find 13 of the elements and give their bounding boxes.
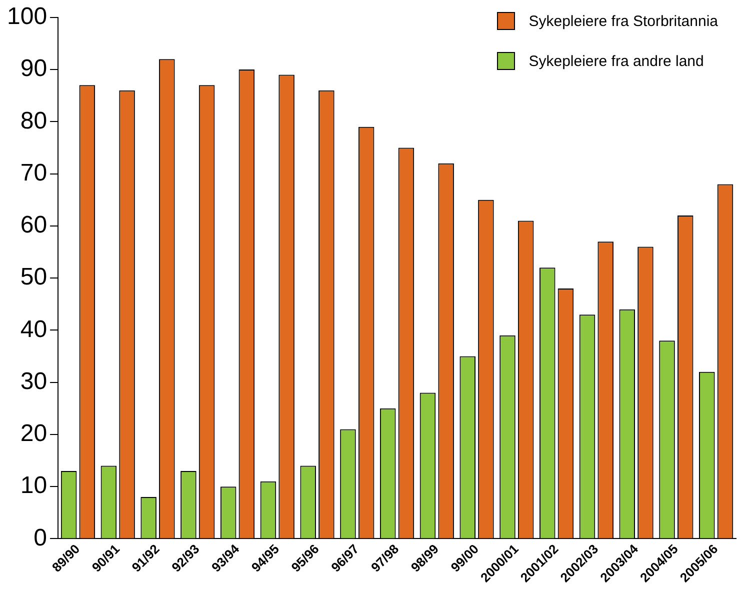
y-tick-label: 10 [20,472,48,500]
y-tick-label: 100 [6,3,48,30]
y-tick-label: 20 [20,420,48,448]
y-tick-label: 80 [20,107,48,134]
y-tick-label: 0 [34,524,48,552]
y-tick-label: 50 [20,264,48,291]
y-tick-label: 90 [20,55,48,82]
legend-label: Sykepleiere fra andre land [528,52,704,70]
y-tick-label: 60 [20,212,48,239]
y-tick-label: 70 [20,159,48,186]
legend-label: Sykepleiere fra Storbritannia [528,12,718,30]
y-tick-label: 40 [20,316,48,343]
y-tick-label: 30 [20,368,48,395]
